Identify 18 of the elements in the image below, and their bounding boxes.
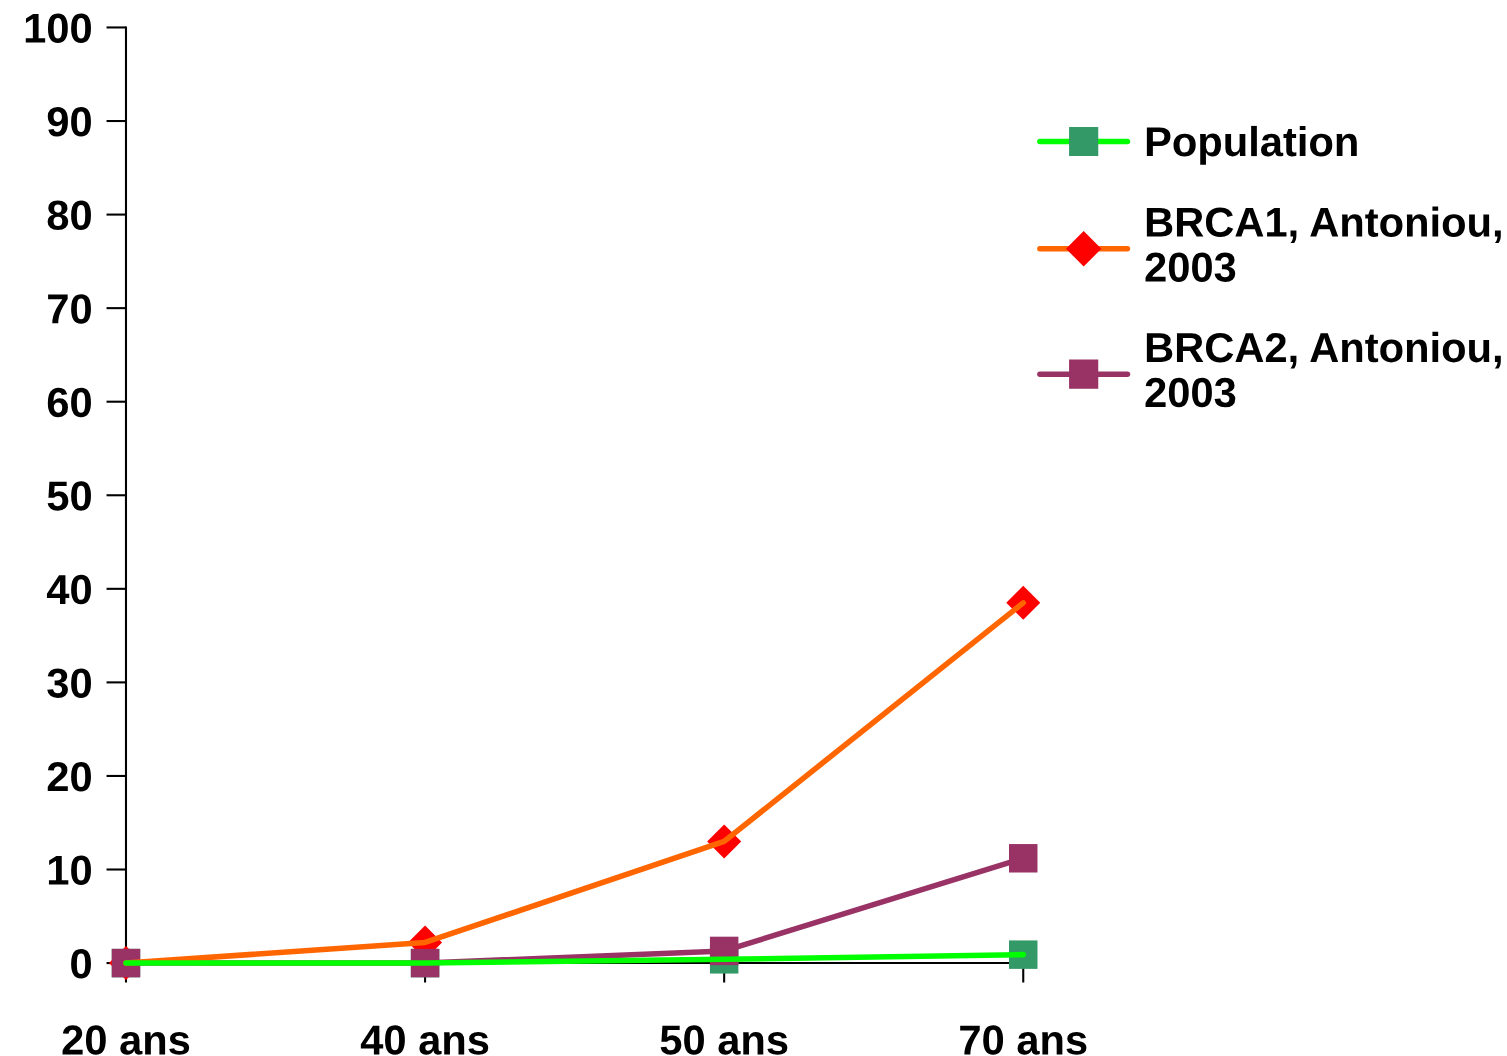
legend-label: BRCA2, Antoniou, 2003 xyxy=(1145,331,1501,408)
y-tick-label: 60 xyxy=(47,387,91,418)
y-tick-label: 70 xyxy=(48,294,91,324)
y-tick-label: 80 xyxy=(47,200,91,231)
y-tick-label: 20 xyxy=(47,761,91,792)
y-tick-label: 10 xyxy=(48,855,91,886)
y-tick-label: 40 xyxy=(46,574,91,605)
legend-label: BRCA1, Antoniou, 2003 xyxy=(1145,206,1501,282)
x-tick-label: 20 ans xyxy=(62,1025,190,1055)
x-tick-label: 70 ans xyxy=(960,1025,1087,1055)
y-tick-label: 100 xyxy=(25,13,91,43)
y-tick-label: 30 xyxy=(47,668,91,698)
legend-label: Population xyxy=(1146,125,1357,165)
x-tick-label: 50 ans xyxy=(660,1025,788,1055)
x-tick-label: 40 ans xyxy=(360,1025,489,1055)
y-tick-label: 0 xyxy=(71,949,91,979)
y-tick-label: 50 xyxy=(47,481,91,511)
y-tick-label: 90 xyxy=(47,107,91,137)
